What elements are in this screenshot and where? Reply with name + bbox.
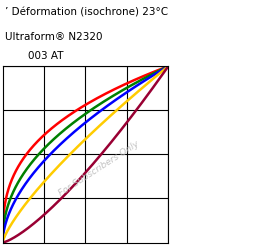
Text: 003 AT: 003 AT [28, 51, 64, 61]
Text: ’ Déformation (isochrone) 23°C: ’ Déformation (isochrone) 23°C [5, 7, 168, 17]
Text: For Subscribers Only: For Subscribers Only [57, 139, 141, 198]
Text: Ultraform® N2320: Ultraform® N2320 [5, 32, 103, 42]
